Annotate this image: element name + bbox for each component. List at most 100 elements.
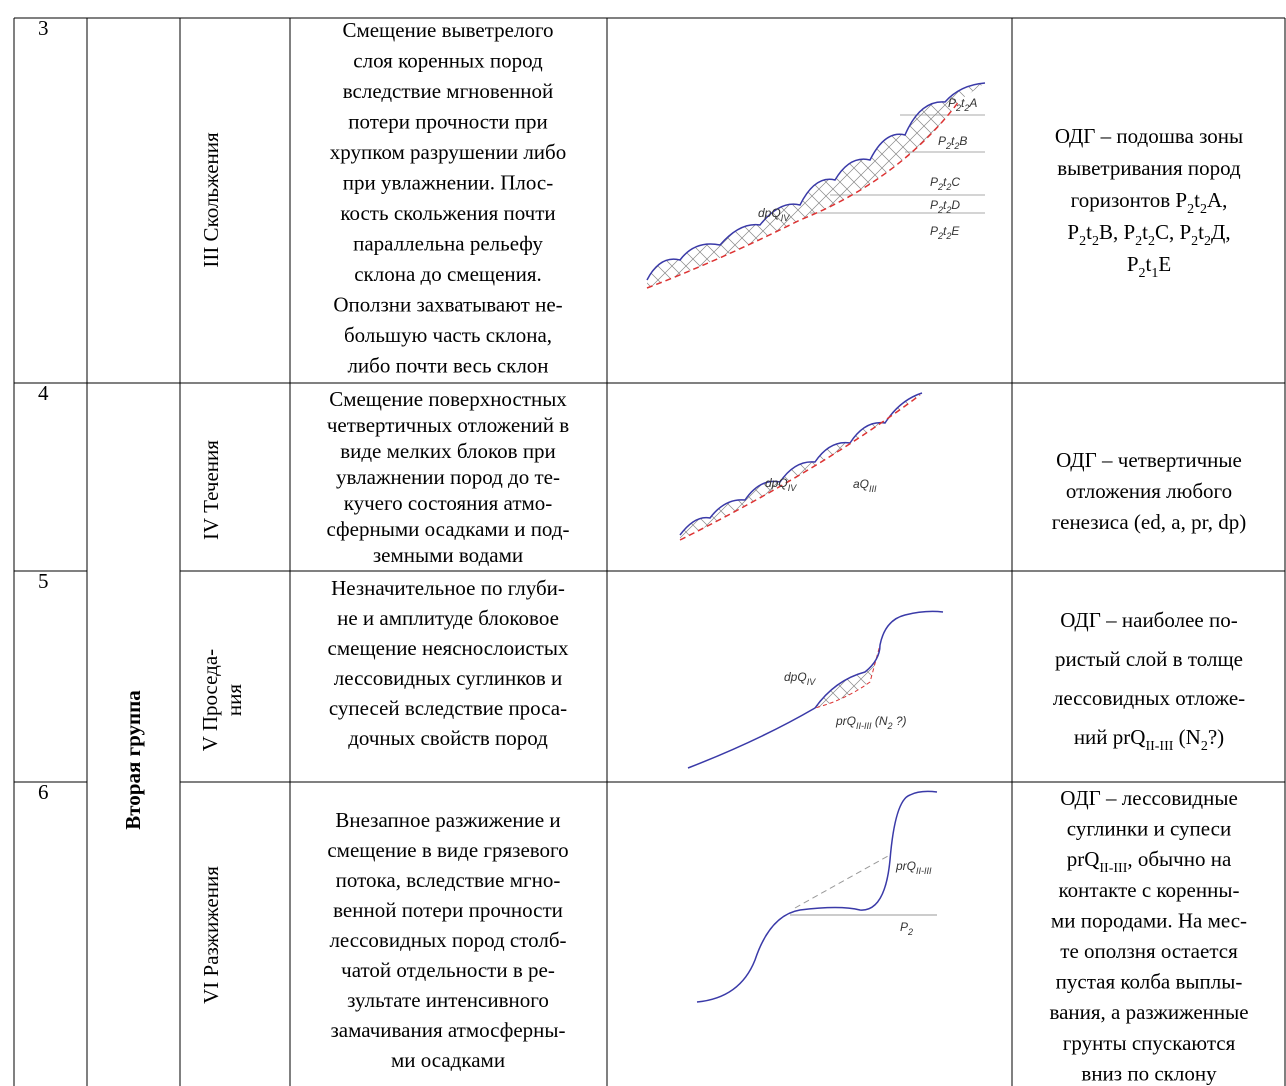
text-run: P <box>938 134 946 148</box>
odg-line: пустая колба выплы- <box>1056 969 1243 993</box>
description-line: зультате интенсивного <box>347 988 549 1012</box>
description-line: потери прочности при <box>348 109 547 133</box>
subscript: II-III <box>856 721 872 731</box>
diagram-subsidence <box>688 611 943 768</box>
text-run: вания, а разжиженные <box>1049 1000 1248 1024</box>
landslide-type: VI Разжижения <box>199 866 223 1004</box>
text-run: E <box>1158 252 1171 276</box>
description-line: Смещение выветрелого <box>342 18 553 42</box>
text-run: ОДГ – подошва зоны <box>1055 124 1243 148</box>
text-run: горизонтов P <box>1071 188 1187 212</box>
row-number: 3 <box>38 16 49 40</box>
description-line: лессовидных пород столб- <box>329 928 566 952</box>
odg-line: суглинки и супеси <box>1067 816 1231 840</box>
description-line: Незначительное по глуби- <box>331 576 565 600</box>
description-line: увлажнении пород до те- <box>336 465 560 489</box>
odg-line: отложения любого <box>1066 479 1232 503</box>
description-line: либо почти весь склон <box>347 353 548 377</box>
text-run: C, P <box>1155 220 1191 244</box>
text-run: ний prQ <box>1074 725 1146 749</box>
text-run: dpQ <box>765 476 788 490</box>
odg-line: ми породами. На мес- <box>1051 908 1247 932</box>
description-line: смещение неяснослоистых <box>328 636 569 660</box>
text-run: лессовидных отложе- <box>1053 686 1245 710</box>
description-line: виде мелких блоков при <box>340 439 556 463</box>
description-line: параллельна рельефу <box>353 231 543 255</box>
subscript: 1 <box>1151 266 1158 281</box>
description-line: большую часть склона, <box>344 323 552 347</box>
description-line: кость скольжения почти <box>340 201 555 225</box>
subscript: III <box>869 484 877 494</box>
subscript: 2 <box>1187 202 1194 217</box>
diagram-label: prQII-III (N2 ?) <box>835 714 907 731</box>
odg-line: вания, а разжиженные <box>1049 1000 1248 1024</box>
subscript: 2 <box>1200 202 1207 217</box>
landslide-type: IV Течения <box>199 440 223 540</box>
text-run: пустая колба выплы- <box>1056 969 1243 993</box>
description-line: супесей вследствие проса- <box>329 696 567 720</box>
odg-line: ОДГ – наиболее по- <box>1060 608 1237 632</box>
diagram-label: P2t2B <box>938 134 967 151</box>
diagram-label: prQII-III <box>895 859 932 876</box>
description-line: кучего состояния атмо- <box>344 491 553 515</box>
odg-line: ОДГ – лессовидные <box>1060 786 1238 810</box>
text-run: D <box>951 198 960 212</box>
text-run: ристый слой в толще <box>1055 647 1243 671</box>
odg-line: ристый слой в толще <box>1055 647 1243 671</box>
text-run: prQ <box>895 859 916 873</box>
subscript: II-III <box>916 866 932 876</box>
text-run: dpQ <box>784 670 807 684</box>
subscript: 2 <box>1191 234 1198 249</box>
text-run: грунты спускаются <box>1063 1031 1236 1055</box>
description-line: венной потери прочности <box>333 898 563 922</box>
description-line: чатой отдельности в ре- <box>341 958 555 982</box>
odg-line: лессовидных отложе- <box>1053 686 1245 710</box>
odg-line: грунты спускаются <box>1063 1031 1236 1055</box>
odg-line: выветривания пород <box>1057 156 1241 180</box>
description-line: четвертичных отложений в <box>327 413 569 437</box>
text-run: C <box>951 175 960 189</box>
text-run: ОДГ – четвертичные <box>1056 448 1242 472</box>
subscript: II-III <box>1099 861 1127 876</box>
description-line: ми осадками <box>391 1048 505 1072</box>
subscript: 2 <box>1204 234 1211 249</box>
text-run: контакте с коренны- <box>1059 878 1240 902</box>
text-run: A, <box>1207 188 1227 212</box>
description-line: при увлажнении. Плос- <box>343 170 553 194</box>
text-run: prQ <box>1067 847 1100 871</box>
subscript: 2 <box>1148 234 1155 249</box>
document-table: Вторая группа3III СкольженияСмещение выв… <box>0 0 1286 1086</box>
odg-line: вниз по склону <box>1081 1061 1217 1085</box>
subscript: 2 <box>1079 234 1086 249</box>
description-line: Смещение поверхностных <box>329 387 567 411</box>
diagram-label: P2t2C <box>930 175 960 192</box>
odg-line: prQII-III, обычно на <box>1067 847 1232 876</box>
description-line: слоя коренных пород <box>353 48 543 72</box>
subscript: IV <box>781 213 791 223</box>
description-line: земными водами <box>373 543 523 567</box>
text-run: P <box>1067 220 1079 244</box>
subscript: II-III <box>1145 739 1173 754</box>
diagram-label: P2 <box>900 920 913 937</box>
group-label: Вторая группа <box>121 690 145 830</box>
text-run: P <box>948 96 956 110</box>
text-run: ми породами. На мес- <box>1051 908 1247 932</box>
text-run: (N <box>872 714 888 728</box>
subscript: 2 <box>907 927 913 937</box>
description-line: смещение в виде грязевого <box>327 838 568 862</box>
page: {"table": { "group_label": "Вторая групп… <box>0 0 1286 1086</box>
subscript: IV <box>788 483 798 493</box>
text-run: P <box>900 920 908 934</box>
text-run: суглинки и супеси <box>1067 816 1231 840</box>
description-line: сферными осадками и под- <box>326 517 569 541</box>
description-line: Внезапное разжижение и <box>335 808 560 832</box>
subscript: 2 <box>1201 739 1208 754</box>
landslide-type: V Проседа- <box>198 649 222 751</box>
text-run: E <box>951 224 960 238</box>
text-run: P <box>1127 252 1139 276</box>
subscript: 2 <box>1092 234 1099 249</box>
text-run: выветривания пород <box>1057 156 1241 180</box>
text-run: B, P <box>1099 220 1135 244</box>
description-line: не и амплитуде блоковое <box>337 606 559 630</box>
row-number: 4 <box>38 381 49 405</box>
